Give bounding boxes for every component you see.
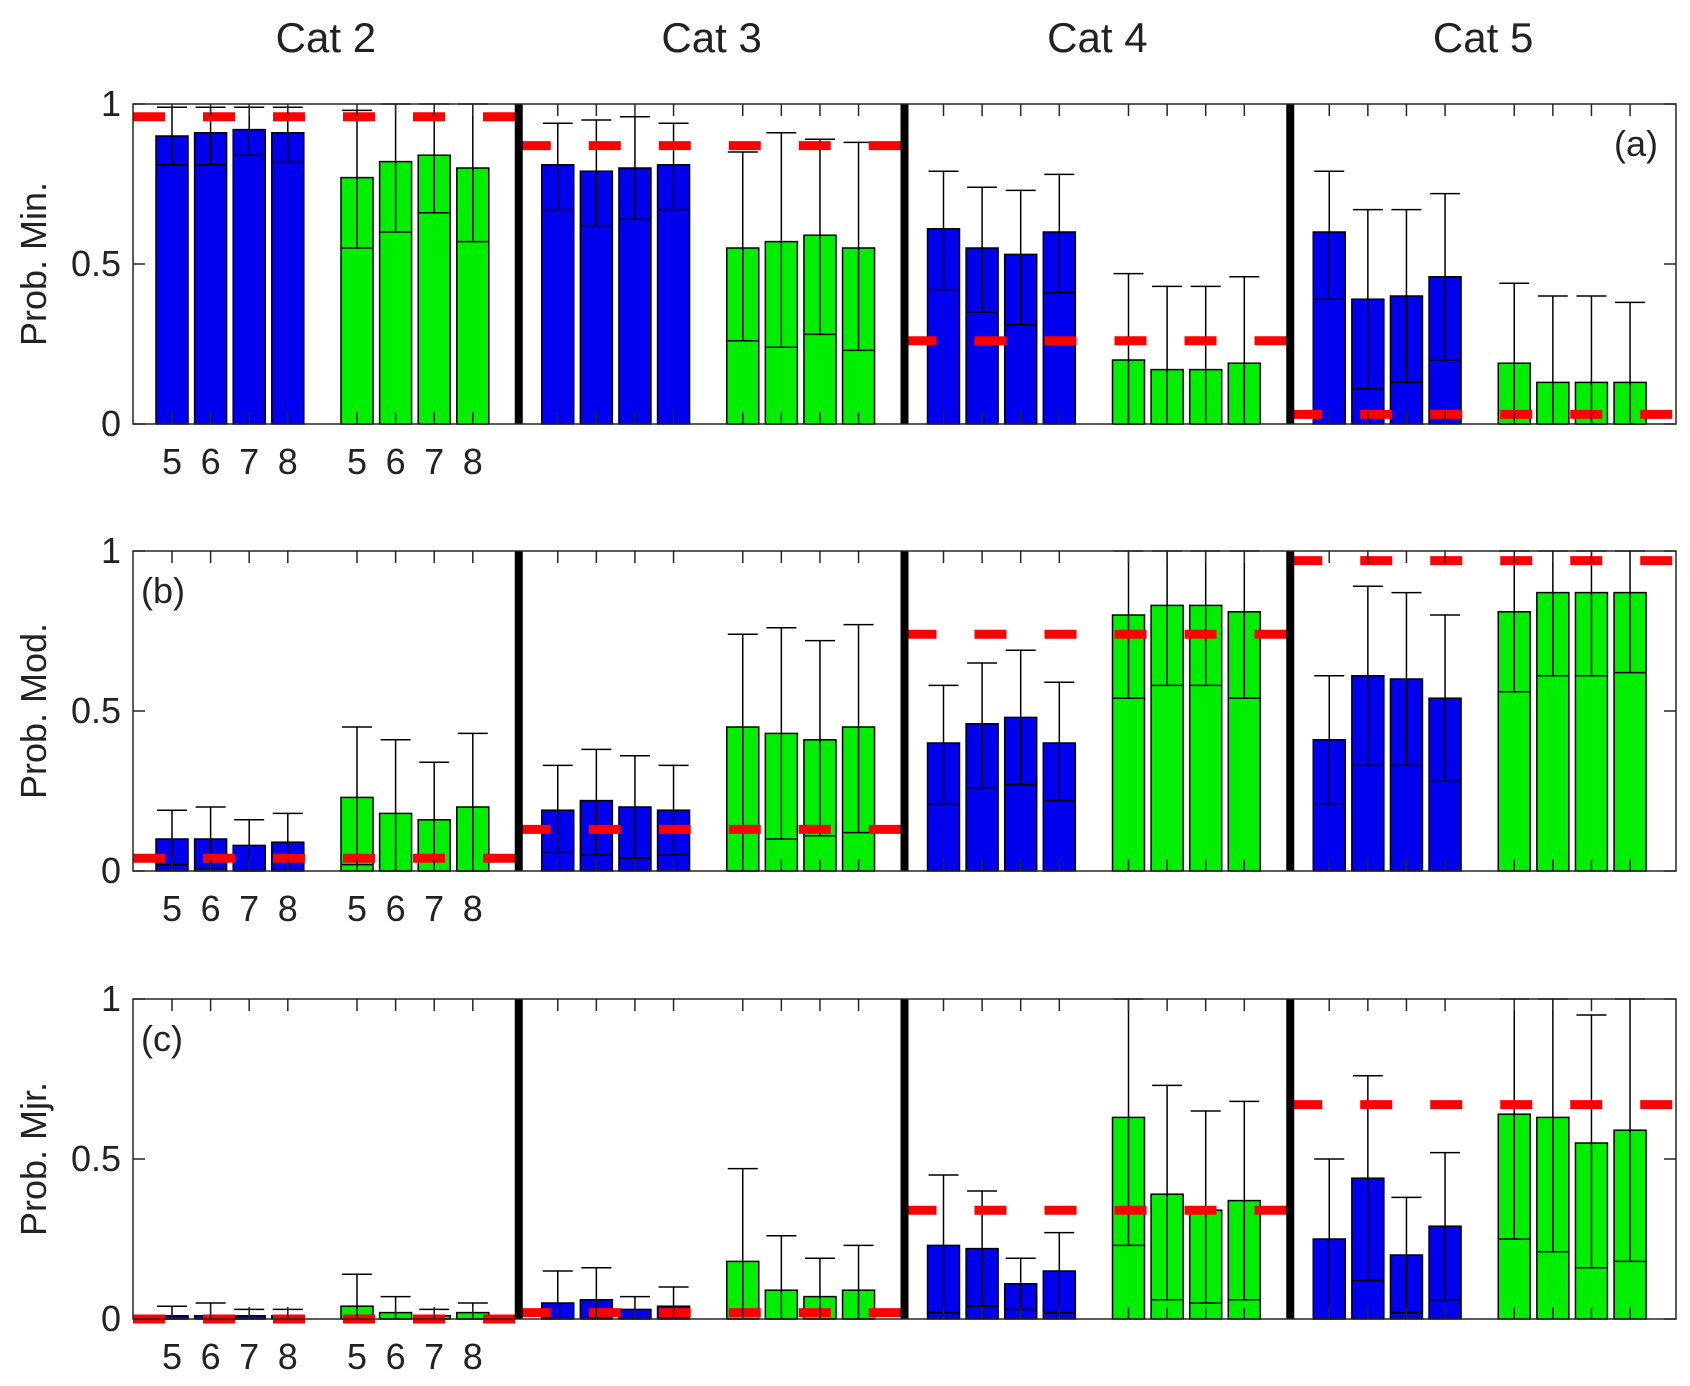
y-axis-label: Prob. Min. bbox=[13, 182, 54, 346]
panel-label: (c) bbox=[141, 1018, 183, 1059]
x-tick-label: 5 bbox=[347, 441, 367, 482]
x-tick-label: 7 bbox=[424, 441, 444, 482]
x-tick-label: 6 bbox=[201, 441, 221, 482]
category-title: Cat 5 bbox=[1433, 14, 1533, 61]
x-tick-label: 7 bbox=[239, 441, 259, 482]
x-tick-label: 8 bbox=[278, 1336, 298, 1377]
bar-blue bbox=[232, 128, 266, 425]
bar-blue bbox=[155, 135, 189, 425]
y-tick-label: 1 bbox=[101, 83, 121, 124]
category-title: Cat 3 bbox=[661, 14, 761, 61]
category-title: Cat 4 bbox=[1047, 14, 1147, 61]
y-tick-label: 1 bbox=[101, 530, 121, 571]
y-tick-label: 0.5 bbox=[71, 1138, 121, 1179]
bar-blue bbox=[193, 132, 228, 425]
x-tick-label: 6 bbox=[386, 1336, 406, 1377]
x-tick-label: 7 bbox=[424, 888, 444, 929]
x-tick-label: 7 bbox=[239, 1336, 259, 1377]
y-tick-label: 0.5 bbox=[71, 243, 121, 284]
panel-label: (a) bbox=[1614, 123, 1658, 164]
x-tick-label: 6 bbox=[386, 441, 406, 482]
x-tick-label: 5 bbox=[162, 1336, 182, 1377]
x-tick-label: 6 bbox=[201, 1336, 221, 1377]
x-tick-label: 6 bbox=[386, 888, 406, 929]
x-tick-label: 5 bbox=[347, 888, 367, 929]
x-tick-label: 8 bbox=[463, 888, 483, 929]
y-tick-label: 0.5 bbox=[71, 690, 121, 731]
panel-label: (b) bbox=[141, 570, 185, 611]
category-title: Cat 2 bbox=[276, 14, 376, 61]
x-tick-label: 5 bbox=[347, 1336, 367, 1377]
y-tick-label: 0 bbox=[101, 403, 121, 444]
x-tick-label: 6 bbox=[201, 888, 221, 929]
x-tick-label: 7 bbox=[424, 1336, 444, 1377]
x-tick-label: 7 bbox=[239, 888, 259, 929]
x-tick-label: 8 bbox=[278, 441, 298, 482]
x-tick-label: 8 bbox=[463, 1336, 483, 1377]
x-tick-label: 8 bbox=[278, 888, 298, 929]
y-tick-label: 1 bbox=[101, 978, 121, 1019]
y-tick-label: 0 bbox=[101, 850, 121, 891]
y-axis-label: Prob. Mjr. bbox=[13, 1082, 54, 1236]
bar-blue bbox=[271, 132, 305, 425]
x-tick-label: 8 bbox=[463, 441, 483, 482]
x-tick-label: 5 bbox=[162, 888, 182, 929]
y-tick-label: 0 bbox=[101, 1298, 121, 1339]
x-tick-label: 5 bbox=[162, 441, 182, 482]
y-axis-label: Prob. Mod. bbox=[13, 623, 54, 799]
